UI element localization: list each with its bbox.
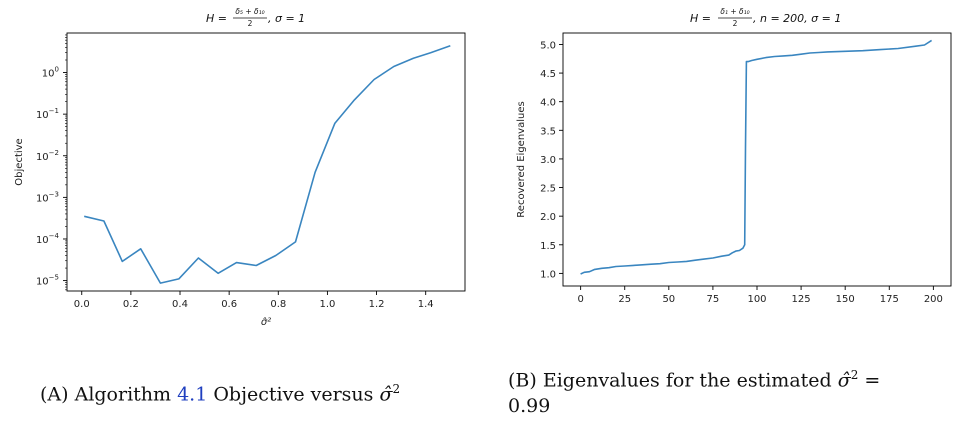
caption-a-ref-link[interactable]: 4.1 — [177, 383, 208, 406]
chart-b-plot-area — [562, 32, 952, 287]
caption-b-symbol: σ̂ — [837, 369, 851, 392]
chart-a-title: H = δ₅ + δ₁₀ 2 , σ = 1 — [206, 7, 305, 28]
caption-b-pre: Eigenvalues for the estimated — [542, 369, 832, 392]
caption-a-symbol-sup: 2 — [392, 382, 401, 396]
chart-b-x-tick-label: 150 — [836, 294, 855, 305]
chart-b-title-rhs: , n = 200, σ = 1 — [753, 12, 841, 25]
chart-a-y-minor-ticks — [65, 34, 67, 291]
chart-a-title-rhs: , σ = 1 — [268, 12, 305, 25]
chart-a-series-line — [84, 45, 451, 284]
chart-a-y-tick-label: 10−5 — [36, 274, 59, 288]
caption-a-symbol: σ̂ — [379, 383, 393, 406]
caption-a: (A) Algorithm 4.1 Objective versus σ̂2 — [40, 376, 480, 407]
chart-b-x-tick-label: 200 — [924, 294, 943, 305]
chart-a-title-lhs: H = — [206, 12, 227, 25]
chart-a-y-tick-label: 10−2 — [36, 149, 59, 163]
chart-a-x-tick-label: 1.4 — [418, 299, 434, 310]
chart-a-x-tick-label: 0.6 — [221, 299, 237, 310]
chart-a-x-tick-label: 0.8 — [270, 299, 286, 310]
caption-b-symbol-sup: 2 — [850, 368, 859, 382]
caption-a-tag: (A) — [40, 383, 69, 406]
chart-a-x-tick-label: 1.2 — [369, 299, 385, 310]
chart-b-x-ticks: 0 25 50 75 100 125 150 175 200 — [577, 286, 943, 305]
chart-a-y-ticks: 100 10−1 10−2 10−3 10−4 10−5 — [36, 66, 67, 288]
chart-a-x-tick-label: 0.2 — [123, 299, 139, 310]
chart-a-y-axis-label: Objective — [14, 138, 25, 185]
chart-a-title-den: 2 — [248, 19, 253, 28]
chart-a-y-tick-label: 100 — [42, 66, 59, 80]
chart-b-y-tick-label: 2.0 — [540, 212, 556, 223]
chart-a: H = δ₅ + δ₁₀ 2 , σ = 1 0.0 0.2 0.4 0.6 0.8 1.… — [14, 7, 466, 328]
chart-b-title-den: 2 — [733, 19, 738, 28]
chart-b-y-tick-label: 1.0 — [540, 269, 556, 280]
chart-b-x-tick-label: 50 — [662, 294, 675, 305]
chart-b-title-lhs: H = — [690, 12, 711, 25]
chart-b-x-tick-label: 100 — [747, 294, 766, 305]
caption-a-post: Objective versus — [213, 383, 374, 406]
chart-b-y-tick-label: 1.5 — [540, 241, 556, 252]
chart-b-y-axis-label: Recovered Eigenvalues — [516, 101, 527, 217]
caption-b: (B) Eigenvalues for the estimated σ̂2 = … — [508, 362, 958, 419]
chart-b-series-line — [580, 39, 933, 275]
caption-b-value: 0.99 — [508, 395, 551, 418]
chart-b-x-tick-label: 175 — [880, 294, 899, 305]
chart-a-y-tick-label: 10−1 — [36, 107, 59, 121]
chart-a-x-tick-label: 0.0 — [74, 299, 90, 310]
caption-a-pre: Algorithm — [74, 383, 172, 406]
chart-b-title-num: δ₁ + δ₁₀ — [720, 7, 749, 16]
chart-b-y-tick-label: 2.5 — [540, 184, 556, 195]
chart-b: H = δ₁ + δ₁₀ 2 , n = 200, σ = 1 0 25 50 75 1… — [516, 7, 952, 305]
chart-b-x-tick-label: 25 — [618, 294, 631, 305]
chart-b-x-tick-label: 0 — [577, 294, 583, 305]
chart-b-y-tick-label: 4.5 — [540, 69, 556, 80]
chart-a-x-tick-label: 1.0 — [319, 299, 335, 310]
chart-a-x-ticks: 0.0 0.2 0.4 0.6 0.8 1.0 1.2 1.4 — [74, 291, 434, 310]
chart-b-x-tick-label: 125 — [792, 294, 811, 305]
chart-b-y-ticks: 1.0 1.5 2.0 2.5 3.0 3.5 4.0 4.5 5.0 — [540, 40, 563, 280]
chart-b-y-tick-label: 4.0 — [540, 98, 556, 109]
caption-b-tag: (B) — [508, 369, 537, 392]
chart-b-y-tick-label: 3.0 — [540, 155, 556, 166]
chart-b-y-tick-label: 5.0 — [540, 40, 556, 51]
chart-a-y-tick-label: 10−3 — [36, 190, 59, 204]
chart-a-title-num: δ₅ + δ₁₀ — [235, 7, 264, 16]
caption-b-eq: = — [864, 369, 881, 392]
chart-a-x-axis-label: σ̂² — [261, 316, 271, 328]
chart-a-plot-area — [66, 32, 466, 292]
chart-a-y-tick-label: 10−4 — [36, 232, 60, 246]
chart-b-title: H = δ₁ + δ₁₀ 2 , n = 200, σ = 1 — [690, 7, 841, 28]
chart-b-y-tick-label: 3.5 — [540, 126, 556, 137]
chart-a-x-tick-label: 0.4 — [172, 299, 188, 310]
chart-b-x-tick-label: 75 — [707, 294, 720, 305]
